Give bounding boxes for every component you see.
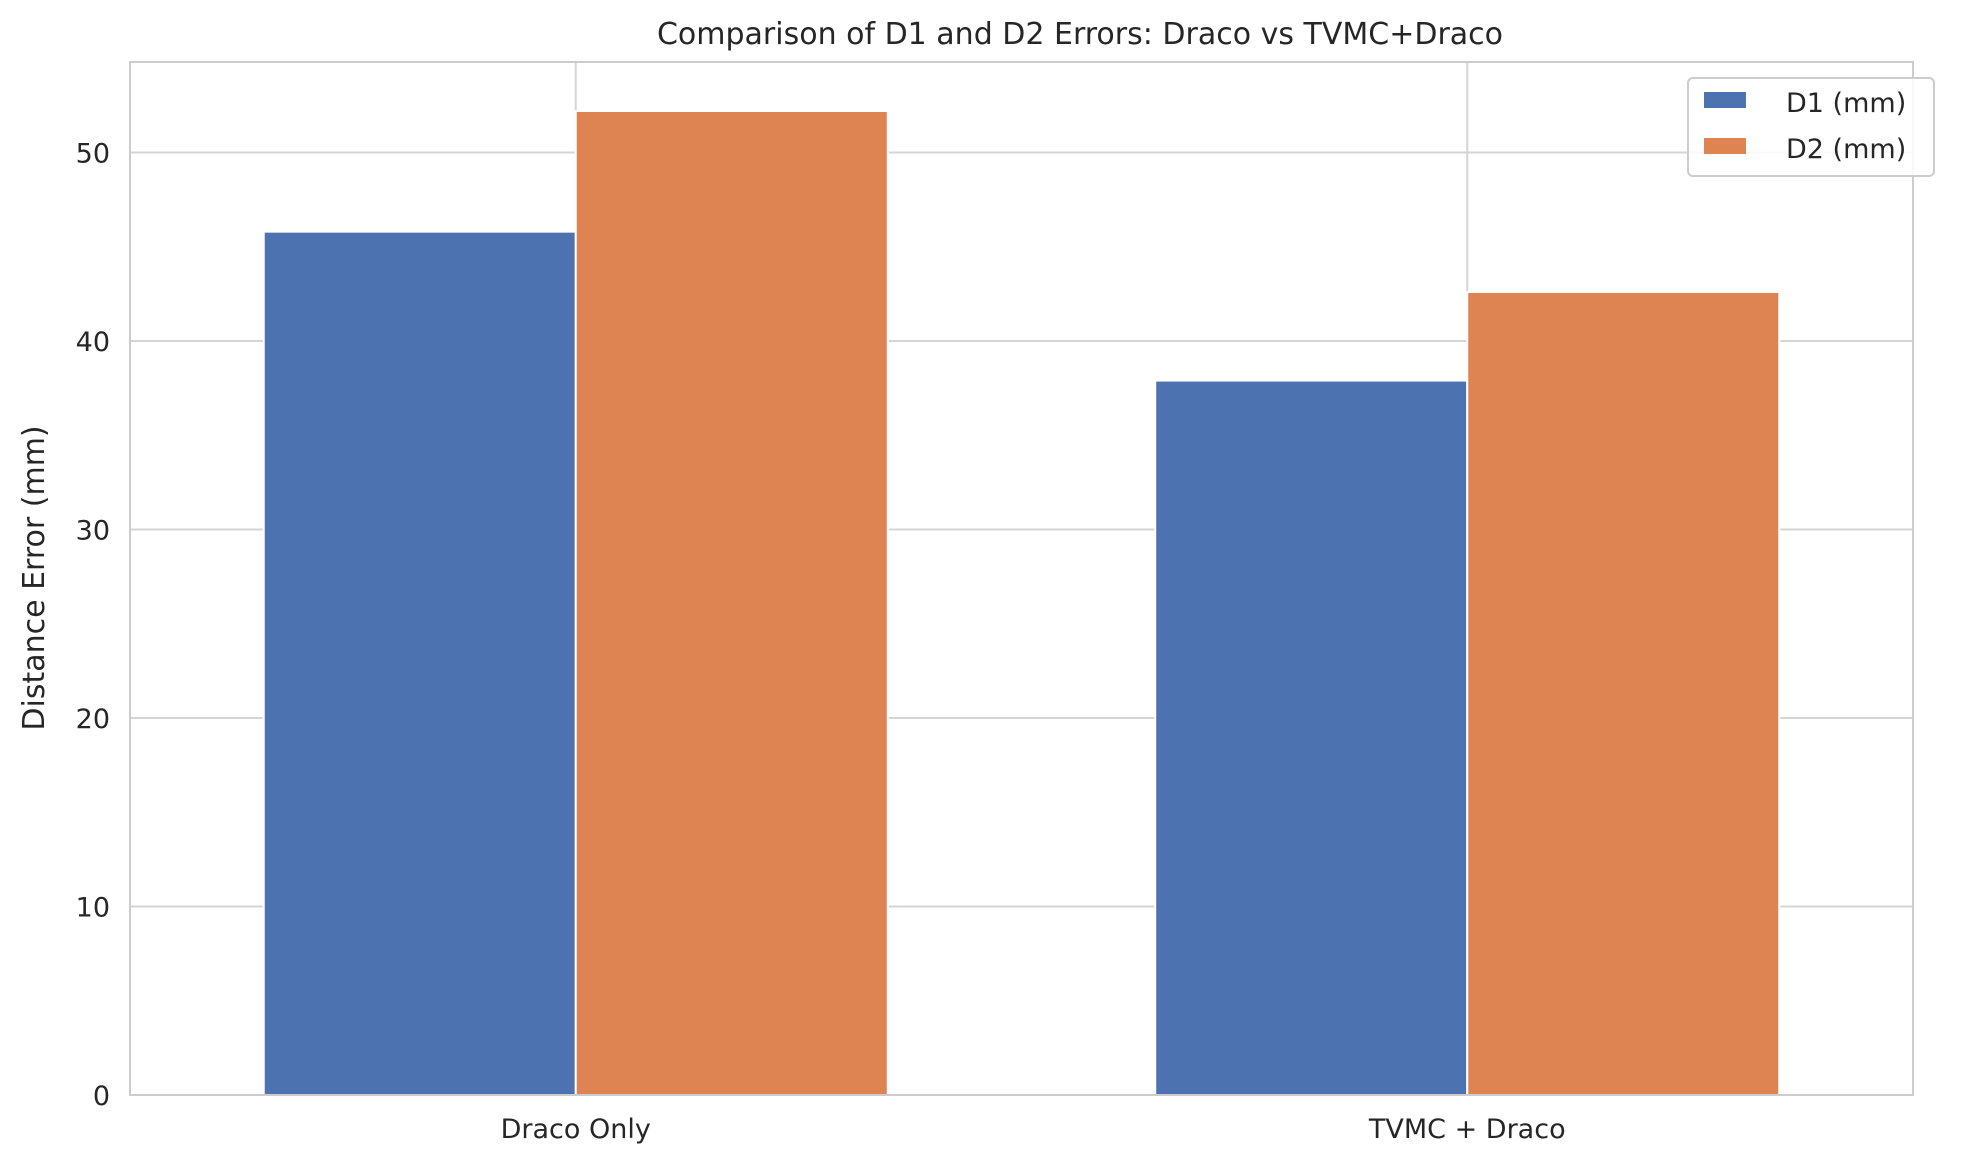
chart-title: Comparison of D1 and D2 Errors: Draco vs… (657, 17, 1503, 52)
y-axis-label: Distance Error (mm) (17, 425, 52, 730)
bar-d2 (574, 110, 889, 1097)
x-tick-label: Draco Only (501, 1114, 651, 1145)
bar-d2 (1466, 290, 1781, 1097)
bar-d1 (1154, 379, 1469, 1096)
x-tick-labels: Draco Only TVMC + Draco (501, 1114, 1566, 1145)
legend-frame (1687, 77, 1935, 177)
y-tick-label: 50 (76, 138, 110, 169)
legend-label-d1: D1 (mm) (1786, 88, 1906, 119)
y-tick-label: 20 (76, 704, 110, 735)
y-tick-label: 30 (76, 515, 110, 546)
plot-frame (129, 61, 1914, 1096)
y-tick-labels: 0 10 20 30 40 50 (76, 138, 110, 1112)
y-tick-label: 10 (76, 892, 110, 923)
legend-label-d2: D2 (mm) (1786, 134, 1906, 165)
bar-d1 (262, 230, 577, 1097)
x-tick-label: TVMC + Draco (1368, 1114, 1566, 1145)
y-tick-label: 40 (76, 327, 110, 358)
y-tick-label: 0 (93, 1081, 110, 1112)
legend-swatch-d2 (1704, 138, 1746, 154)
legend: D1 (mm) D2 (mm) (1687, 77, 1935, 177)
legend-swatch-d1 (1704, 92, 1746, 108)
bars (262, 110, 1781, 1097)
